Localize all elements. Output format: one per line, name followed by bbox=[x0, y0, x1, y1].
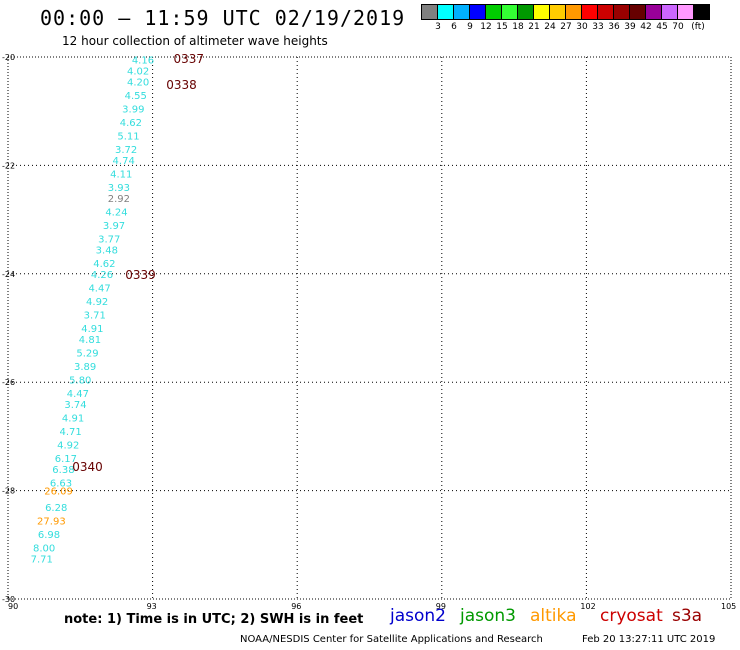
plot-frame bbox=[7, 56, 732, 600]
pass-time-label: 0337 bbox=[173, 52, 204, 66]
color-scale-label: 12 bbox=[480, 22, 492, 32]
swh-value-label: 6.98 bbox=[38, 530, 60, 541]
swh-value-label: 26.09 bbox=[44, 487, 73, 498]
swh-value-label: 3.74 bbox=[64, 400, 86, 411]
swh-value-label: 6.17 bbox=[55, 454, 77, 465]
x-tick-label: 93 bbox=[147, 602, 157, 611]
swh-value-label: 8.00 bbox=[33, 544, 55, 555]
swh-value-label: 4.92 bbox=[57, 441, 79, 452]
swh-value-label: 4.62 bbox=[120, 118, 142, 129]
swh-value-label: 6.38 bbox=[52, 465, 74, 476]
swh-value-label: 3.89 bbox=[74, 362, 96, 373]
color-scale-label: 36 bbox=[608, 22, 620, 32]
swh-value-label: 3.48 bbox=[96, 245, 118, 256]
pass-time-label: 0340 bbox=[72, 460, 103, 474]
swh-value-label: 27.93 bbox=[37, 516, 66, 527]
swh-value-label: 3.99 bbox=[122, 104, 144, 115]
y-tick-label: -26 bbox=[2, 378, 15, 387]
x-tick-label: 99 bbox=[436, 602, 446, 611]
chart-note: note: 1) Time is in UTC; 2) SWH is in fe… bbox=[64, 612, 364, 627]
color-scale-label: 42 bbox=[640, 22, 652, 32]
swh-value-label: 5.80 bbox=[69, 375, 91, 386]
swh-value-label: 4.91 bbox=[81, 324, 103, 335]
swh-value-label: 5.29 bbox=[76, 348, 98, 359]
color-scale-label: 39 bbox=[624, 22, 636, 32]
swh-value-label: 4.62 bbox=[93, 259, 115, 270]
color-scale-label: (ft) bbox=[691, 22, 705, 32]
legend-entry-jason2: jason2 bbox=[390, 606, 446, 626]
swh-value-label: 4.55 bbox=[125, 91, 147, 102]
color-scale-label: 3 bbox=[435, 22, 441, 32]
x-tick-label: 105 bbox=[721, 602, 736, 611]
y-tick-label: -20 bbox=[2, 53, 15, 62]
color-scale-label: 24 bbox=[544, 22, 556, 32]
swh-value-label: 7.71 bbox=[31, 554, 53, 565]
color-scale-label: 18 bbox=[512, 22, 524, 32]
color-scale-label: 30 bbox=[576, 22, 588, 32]
swh-value-label: 2.92 bbox=[108, 194, 130, 205]
legend-entry-cryosat: cryosat bbox=[600, 606, 663, 626]
swh-value-label: 3.77 bbox=[98, 235, 120, 246]
swh-value-label: 4.71 bbox=[60, 427, 82, 438]
color-scale-swatches bbox=[421, 4, 710, 20]
color-scale-label: 45 bbox=[656, 22, 668, 32]
swh-value-label: 4.16 bbox=[132, 56, 154, 67]
swh-value-label: 3.93 bbox=[108, 183, 130, 194]
swh-value-label: 5.11 bbox=[117, 132, 139, 143]
legend-entry-jason3: jason3 bbox=[460, 606, 516, 626]
swh-value-label: 4.81 bbox=[79, 335, 101, 346]
x-tick-label: 96 bbox=[291, 602, 301, 611]
legend-entry-s3a: s3a bbox=[672, 606, 703, 626]
pass-time-label: 0339 bbox=[125, 268, 156, 282]
color-scale-label: 21 bbox=[528, 22, 540, 32]
swh-value-label: 4.11 bbox=[110, 170, 132, 181]
x-tick-label: 102 bbox=[580, 602, 595, 611]
swh-value-label: 4.02 bbox=[127, 67, 149, 78]
swh-value-label: 4.26 bbox=[91, 270, 113, 281]
swh-value-label: 4.91 bbox=[62, 413, 84, 424]
color-scale-label: 9 bbox=[467, 22, 473, 32]
color-scale-label: 6 bbox=[451, 22, 457, 32]
swh-value-label: 6.63 bbox=[50, 478, 72, 489]
swh-value-label: 4.74 bbox=[113, 156, 135, 167]
color-scale-label: 33 bbox=[592, 22, 604, 32]
y-tick-label: -28 bbox=[2, 487, 15, 496]
color-scale-label: 15 bbox=[496, 22, 508, 32]
swh-value-label: 6.28 bbox=[45, 503, 67, 514]
y-tick-label: -24 bbox=[2, 270, 15, 279]
color-scale-label: 27 bbox=[560, 22, 572, 32]
swh-value-label: 4.24 bbox=[105, 207, 127, 218]
x-tick-label: 90 bbox=[8, 602, 18, 611]
swh-value-label: 4.47 bbox=[67, 389, 89, 400]
y-tick-label: -22 bbox=[2, 161, 15, 170]
swh-value-label: 3.72 bbox=[115, 145, 137, 156]
color-swatch bbox=[693, 4, 710, 20]
swh-value-label: 4.20 bbox=[127, 77, 149, 88]
y-tick-label: -30 bbox=[2, 595, 15, 604]
legend-entry-altika: altika bbox=[530, 606, 577, 626]
swh-value-label: 3.71 bbox=[84, 310, 106, 321]
chart-subtitle: 12 hour collection of altimeter wave hei… bbox=[62, 34, 328, 48]
color-scale-labels: 3 6 9 12 15 18 21 24 27 30 33 36 39 42 45 70 (ft) bbox=[422, 22, 710, 34]
chart-title: 00:00 — 11:59 UTC 02/19/2019 bbox=[40, 6, 406, 30]
swh-value-label: 4.92 bbox=[86, 297, 108, 308]
pass-time-label: 0338 bbox=[166, 78, 197, 92]
color-scale-label: 70 bbox=[672, 22, 684, 32]
color-scale-legend: 3 6 9 12 15 18 21 24 27 30 33 36 39 42 45 70 (ft) bbox=[421, 4, 710, 34]
footer-timestamp: Feb 20 13:27:11 UTC 2019 bbox=[582, 634, 716, 645]
swh-value-label: 3.97 bbox=[103, 221, 125, 232]
swh-value-label: 4.47 bbox=[88, 283, 110, 294]
footer-organization: NOAA/NESDIS Center for Satellite Applica… bbox=[240, 634, 543, 645]
